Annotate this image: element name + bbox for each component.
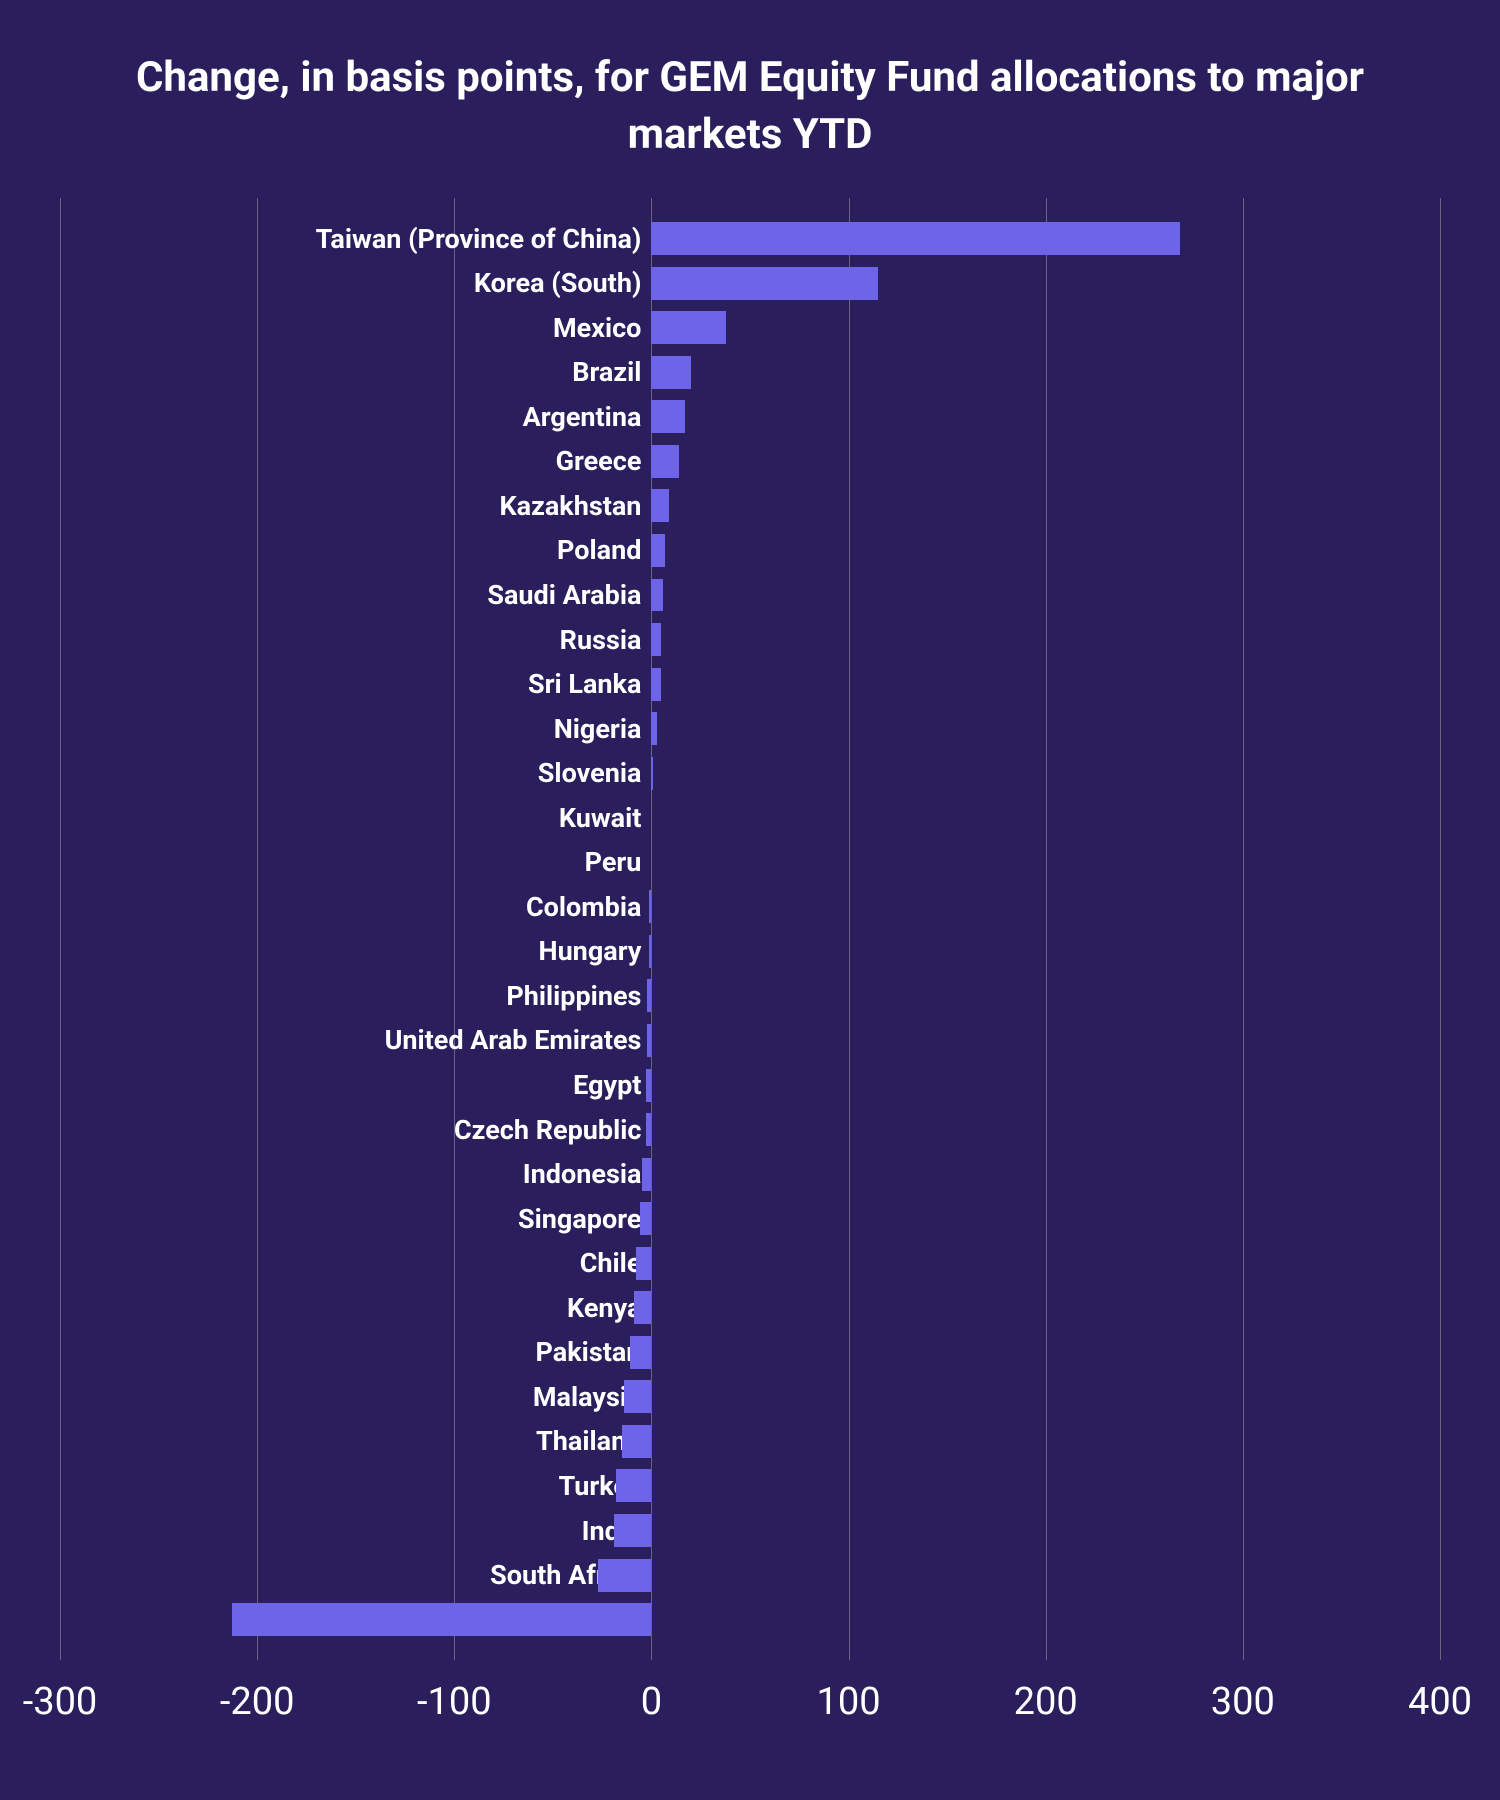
bar-rect <box>647 1024 651 1057</box>
bar-rect <box>651 267 878 300</box>
bar-label: Peru <box>585 846 652 878</box>
bar-rect <box>651 668 661 701</box>
bar-rect <box>640 1202 652 1235</box>
bar-rect <box>651 579 663 612</box>
bar-label: Nigeria <box>554 713 652 745</box>
bar-row: Czech Republic <box>60 1107 1440 1152</box>
x-tick-label: 300 <box>1211 1680 1275 1724</box>
bar-rect <box>651 534 665 567</box>
bar-row: Nigeria <box>60 706 1440 751</box>
bar-row: Indonesia <box>60 1152 1440 1197</box>
bar-rect <box>651 400 685 433</box>
bar-label: Singapore <box>518 1203 651 1235</box>
bar-rect <box>630 1336 652 1369</box>
bar-label: Mexico <box>553 312 651 344</box>
x-tick-label: -100 <box>417 1680 492 1724</box>
bar-row: Peru <box>60 840 1440 885</box>
bar-label: Slovenia <box>538 757 652 789</box>
bar-row: Egypt <box>60 1063 1440 1108</box>
bar-label: Indonesia <box>523 1158 652 1190</box>
bar-rect <box>651 623 661 656</box>
bar-row: Sri Lanka <box>60 662 1440 707</box>
bar-row: Turkey <box>60 1464 1440 1509</box>
x-axis: -300-200-1000100200300400 <box>60 1670 1440 1730</box>
x-tick-label: 200 <box>1014 1680 1078 1724</box>
bar-rect <box>651 445 679 478</box>
bar-row: India <box>60 1508 1440 1553</box>
bar-row: Pakistan <box>60 1330 1440 1375</box>
bars-layer: Taiwan (Province of China) Korea (South) M… <box>60 198 1440 1660</box>
bar-label: Egypt <box>573 1069 651 1101</box>
bar-rect <box>636 1247 652 1280</box>
gridline <box>1440 198 1441 1660</box>
bar-label: Brazil <box>572 356 651 388</box>
bar-row: Saudi Arabia <box>60 573 1440 618</box>
bar-label: Poland <box>557 534 651 566</box>
bar-row: Singapore <box>60 1196 1440 1241</box>
x-tick-label: 400 <box>1408 1680 1472 1724</box>
bar-row: Argentina <box>60 395 1440 440</box>
bar-row: Taiwan (Province of China) <box>60 216 1440 261</box>
bar-rect <box>649 935 651 968</box>
bar-rect <box>646 1113 652 1146</box>
bar-row: Russia <box>60 617 1440 662</box>
bar-rect <box>642 1158 652 1191</box>
bar-row: China <box>60 1597 1440 1642</box>
bar-label: Greece <box>556 445 652 477</box>
bar-row: Kuwait <box>60 795 1440 840</box>
bar-rect <box>598 1559 651 1592</box>
bar-rect <box>651 712 657 745</box>
bar-rect <box>232 1603 652 1636</box>
bar-label: Russia <box>560 624 652 656</box>
bar-label: Argentina <box>523 401 652 433</box>
bar-row: Brazil <box>60 350 1440 395</box>
bar-rect <box>622 1425 652 1458</box>
bar-rect <box>646 1069 652 1102</box>
bar-row: Philippines <box>60 974 1440 1019</box>
bar-rect <box>651 222 1179 255</box>
bar-rect <box>649 890 651 923</box>
bar-row: Thailand <box>60 1419 1440 1464</box>
bar-row: South Africa <box>60 1553 1440 1598</box>
bar-label: Sri Lanka <box>528 668 651 700</box>
bar-rect <box>651 311 726 344</box>
bar-label: Philippines <box>506 980 651 1012</box>
bar-row: Colombia <box>60 885 1440 930</box>
bar-row: Kenya <box>60 1286 1440 1331</box>
bar-label: Korea (South) <box>474 267 652 299</box>
bar-label: Hungary <box>539 935 652 967</box>
bar-rect <box>634 1291 652 1324</box>
bar-row: Mexico <box>60 305 1440 350</box>
bar-row: Poland <box>60 528 1440 573</box>
x-tick-label: 100 <box>817 1680 881 1724</box>
bar-label: Czech Republic <box>454 1114 651 1146</box>
bar-row: Chile <box>60 1241 1440 1286</box>
bar-rect <box>651 356 690 389</box>
plot-area: Taiwan (Province of China) Korea (South) M… <box>60 198 1440 1660</box>
bar-row: Hungary <box>60 929 1440 974</box>
bar-rect <box>624 1380 652 1413</box>
bar-rect <box>614 1514 651 1547</box>
bar-label: Kuwait <box>559 802 652 834</box>
bar-row: Kazakhstan <box>60 484 1440 529</box>
bar-label: Saudi Arabia <box>487 579 651 611</box>
bar-row: Malaysia <box>60 1375 1440 1420</box>
bar-rect <box>616 1469 651 1502</box>
x-tick-label: -300 <box>23 1680 98 1724</box>
chart-container: Taiwan (Province of China) Korea (South) M… <box>60 198 1440 1730</box>
bar-label: Colombia <box>526 891 651 923</box>
bar-row: Greece <box>60 439 1440 484</box>
bar-label: Kazakhstan <box>499 490 651 522</box>
bar-label: Taiwan (Province of China) <box>316 223 652 255</box>
bar-row: United Arab Emirates <box>60 1018 1440 1063</box>
chart-title: Change, in basis points, for GEM Equity … <box>60 50 1440 163</box>
bar-row: Slovenia <box>60 751 1440 796</box>
x-tick-label: 0 <box>641 1680 662 1724</box>
bar-label: United Arab Emirates <box>385 1024 652 1056</box>
bar-row: Korea (South) <box>60 261 1440 306</box>
bar-rect <box>651 757 653 790</box>
bar-rect <box>647 979 651 1012</box>
x-tick-label: -200 <box>220 1680 295 1724</box>
bar-rect <box>651 489 669 522</box>
